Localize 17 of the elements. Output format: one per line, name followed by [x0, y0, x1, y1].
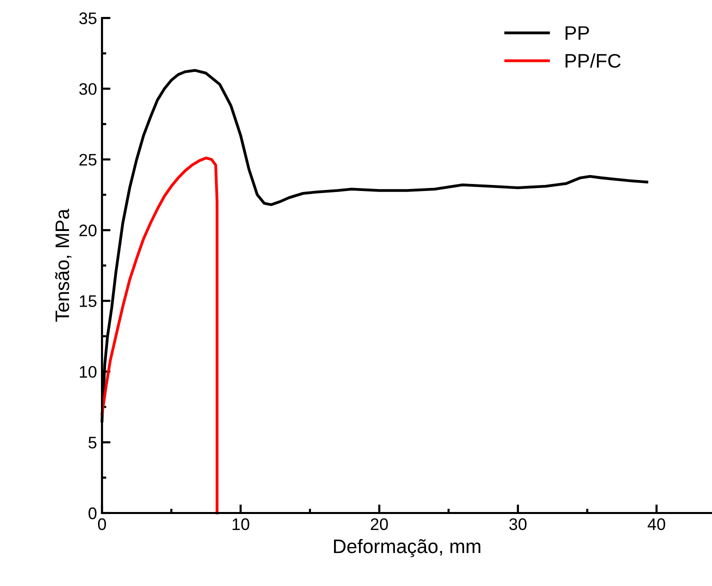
- y-tick-label: 20: [79, 224, 96, 236]
- x-tick-label: 40: [648, 518, 666, 530]
- x-tick-label: 30: [509, 518, 527, 530]
- y-tick-label: 30: [79, 83, 96, 95]
- y-tick-label: 10: [80, 366, 96, 378]
- y-tick-label: 0: [88, 507, 96, 520]
- y-tick-label: 15: [80, 295, 96, 308]
- legend-label: PP/FC: [566, 53, 621, 68]
- x-tick-label: 20: [370, 518, 388, 530]
- x-tick-label: 0: [98, 518, 106, 530]
- x-axis-title: Deformação, mm: [334, 538, 480, 558]
- x-tick-label: 10: [232, 518, 250, 530]
- legend-label: PP: [566, 26, 589, 40]
- y-tick-label: 35: [79, 12, 96, 24]
- y-axis-title: Tensão, MPa: [55, 208, 72, 322]
- y-tick-label: 5: [88, 436, 96, 448]
- y-tick-label: 25: [79, 154, 96, 166]
